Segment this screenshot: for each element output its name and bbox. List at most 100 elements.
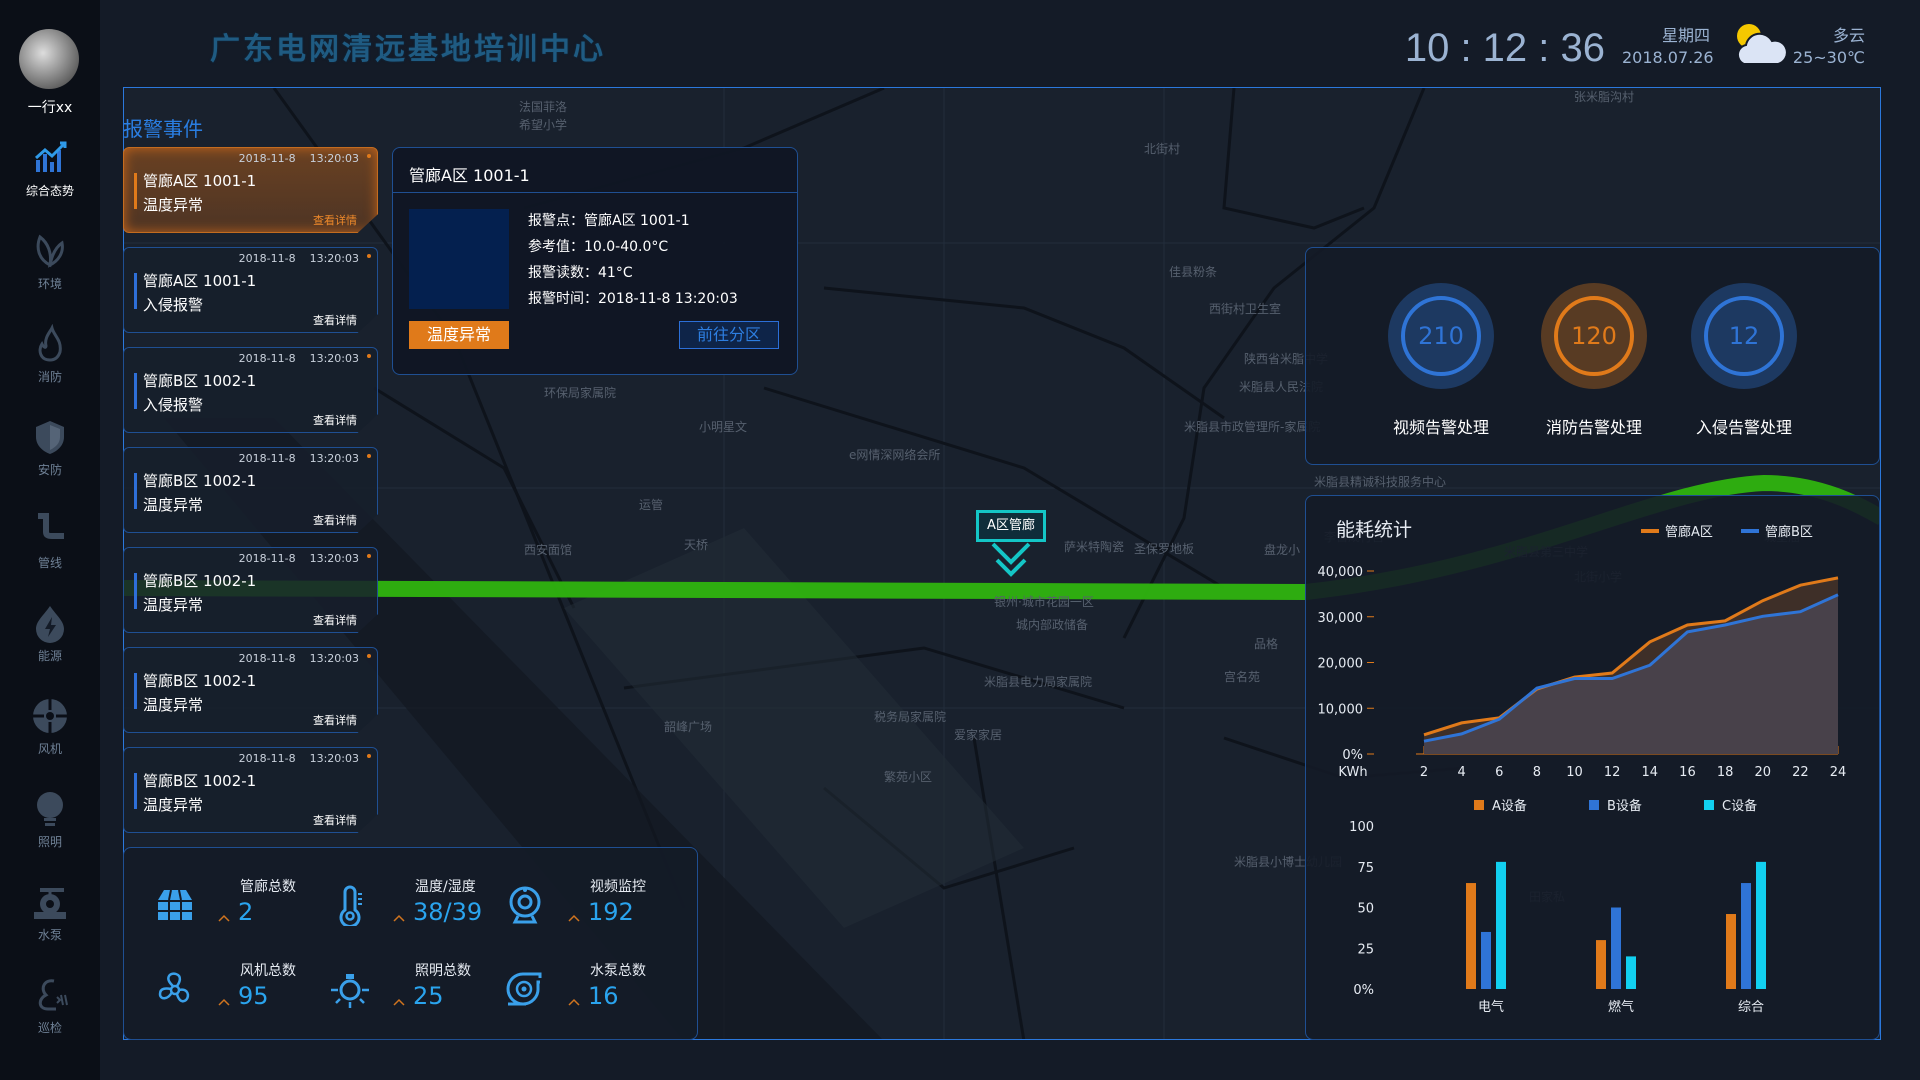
map-label: 米脂县电力局家属院 (984, 675, 1093, 689)
alarm-location: 管廊B区 1002-1 (143, 772, 257, 790)
bar (1466, 883, 1476, 989)
alarm-time: 13:20:03 (309, 752, 359, 765)
alarm-type: 温度异常 (143, 496, 204, 514)
alarm-count-ring[interactable]: 120 (1541, 283, 1647, 389)
sidebar-item-label: 消防 (37, 370, 62, 384)
alarm-type-tag[interactable]: 温度异常 (409, 321, 509, 349)
alarm-card[interactable]: 2018-11-8 13:20:03 管廊B区 1002-1 温度异常 查看详情 (123, 547, 378, 633)
alarm-location: 管廊B区 1002-1 (143, 472, 257, 490)
weather-text: 多云 (1832, 26, 1865, 45)
sidebar-item-label: 安防 (37, 463, 62, 477)
sidebar-item-7[interactable]: 照明 (0, 789, 100, 850)
alarm-datetime: 2018-11-8 13:20:03 (239, 352, 359, 365)
alarm-type: 温度异常 (143, 796, 204, 814)
y-tick-label: 0% (1353, 983, 1374, 998)
popup-title: 管廊A区 1001-1 (409, 166, 530, 185)
alarm-card[interactable]: 2018-11-8 13:20:03 管廊B区 1002-1 温度异常查看详情 (123, 747, 378, 833)
view-details-link[interactable]: 查看详情 (313, 614, 357, 627)
map-label: 银州·城市花园一区 (994, 595, 1094, 609)
clock: 10 : 12 : 36 (1404, 26, 1605, 70)
bar (1756, 861, 1766, 989)
alarm-count-ring[interactable]: 12 (1691, 283, 1797, 389)
y-tick-label: 0% (1342, 748, 1363, 763)
alarm-image (409, 209, 509, 309)
sidebar-item-6[interactable]: 风机 (0, 696, 100, 757)
category-label: 综合 (1738, 1000, 1764, 1015)
sidebar-item-1[interactable]: 环境 (0, 231, 100, 292)
x-tick-label: 4 (1457, 765, 1465, 780)
legend-swatch (1474, 800, 1484, 810)
status-dot (367, 254, 371, 258)
accent-bar (134, 773, 137, 809)
trend-up-icon (218, 914, 230, 922)
alarm-card[interactable]: 2018-11-8 13:20:03 管廊B区 1002-1 入侵报警查看详情 (123, 347, 378, 433)
y-tick-label: 100 (1349, 820, 1374, 835)
status-dot (367, 454, 371, 458)
sidebar-item-9[interactable]: 巡检 (0, 975, 100, 1036)
divider (393, 192, 797, 193)
status-dot (367, 654, 371, 658)
alarm-datetime: 2018-11-8 13:20:03 (239, 752, 359, 765)
view-details-link[interactable]: 查看详情 (313, 414, 357, 427)
view-details-link[interactable]: 查看详情 (313, 514, 357, 527)
alarm-card[interactable]: 2018-11-8 13:20:03 管廊B区 1002-1 温度异常 查看详情 (123, 447, 378, 533)
stat-label: 风机总数 (240, 963, 296, 979)
alarm-count-value: 12 (1704, 296, 1784, 376)
alarm-count-ring[interactable]: 210 (1388, 283, 1494, 389)
chevron-down-icon (991, 542, 1031, 577)
map-label: 米脂县人民法院 (1239, 380, 1324, 394)
sidebar-item-2[interactable]: 消防 (0, 324, 100, 385)
alarm-card[interactable]: 2018-11-8 13:20:03 管廊A区 1001-1 入侵报警 查看详情 (123, 247, 378, 333)
view-details-link[interactable]: 查看详情 (313, 714, 357, 727)
map-label: 环保局家属院 (544, 386, 617, 400)
alarm-location: 管廊B区 1002-1 (143, 372, 257, 390)
sidebar-item-label: 管线 (37, 556, 62, 570)
corridor-icon (158, 889, 192, 920)
map-label: 希望小学 (519, 118, 568, 132)
sidebar-item-5[interactable]: 能源 (0, 603, 100, 664)
sidebar-item-4[interactable]: 管线 (0, 510, 100, 571)
legend-label: A设备 (1492, 798, 1527, 814)
chart-title: 能耗统计 (1336, 519, 1412, 541)
map-marker[interactable]: A区管廊 (976, 510, 1046, 586)
page-title: 广东电网清远基地培训中心 (210, 32, 606, 67)
y-tick-label: 75 (1357, 861, 1374, 876)
partly-cloudy-icon (1736, 24, 1788, 65)
fan-icon (33, 699, 67, 733)
category-label: 燃气 (1608, 999, 1634, 1015)
alarm-location: 管廊B区 1002-1 (143, 572, 257, 590)
view-details-link[interactable]: 查看详情 (313, 314, 357, 327)
alarm-card[interactable]: 2018-11-8 13:20:03 管廊A区 1001-1 温度异常 查看详情 (123, 147, 378, 233)
x-tick-label: 10 (1566, 765, 1583, 780)
map-label: 品格 (1254, 637, 1279, 651)
pump-icon (506, 972, 542, 1006)
alarm-date: 2018-11-8 (238, 752, 296, 765)
alarm-detail-popup: 管廊A区 1001-1 报警点：管廊A区 1001-1 参考值：10.0-40.… (392, 147, 798, 375)
light-icon (331, 974, 369, 1008)
pipe-icon (38, 513, 64, 539)
avatar[interactable] (19, 29, 79, 89)
alarm-card[interactable]: 2018-11-8 13:20:03 管廊B区 1002-1 温度异常 查看详情 (123, 647, 378, 733)
stat-label: 管廊总数 (240, 879, 296, 895)
legend-label: 管廊B区 (1765, 524, 1813, 540)
alarm-type: 入侵报警 (143, 396, 204, 414)
sidebar-item-3[interactable]: 安防 (0, 417, 100, 478)
fire-icon (38, 324, 62, 362)
status-dot (367, 354, 371, 358)
series-line-1 (1423, 593, 1839, 743)
alarm-count-value: 210 (1401, 296, 1481, 376)
alarm-time: 13:20:03 (309, 452, 359, 465)
category-label: 电气 (1478, 999, 1504, 1015)
view-details-link[interactable]: 查看详情 (313, 214, 357, 227)
x-tick-label: 20 (1754, 765, 1771, 780)
map-label: 天桥 (684, 538, 709, 552)
x-unit-label: KWh (1338, 765, 1367, 780)
alarm-count-label: 视频告警处理 (1392, 418, 1489, 437)
energy-panel: 能耗统计 管廊A区 管廊B区 0% 10,000 20,000 30,000 40,000 2 4… (1305, 495, 1880, 1040)
sidebar-item-8[interactable]: 水泵 (0, 882, 100, 943)
map-label: 萨米特陶瓷 (1064, 540, 1125, 554)
accent-bar (134, 573, 137, 609)
sidebar-item-0[interactable]: 综合态势 (0, 138, 100, 199)
goto-zone-button[interactable]: 前往分区 (679, 321, 779, 349)
view-details-link[interactable]: 查看详情 (313, 814, 357, 827)
